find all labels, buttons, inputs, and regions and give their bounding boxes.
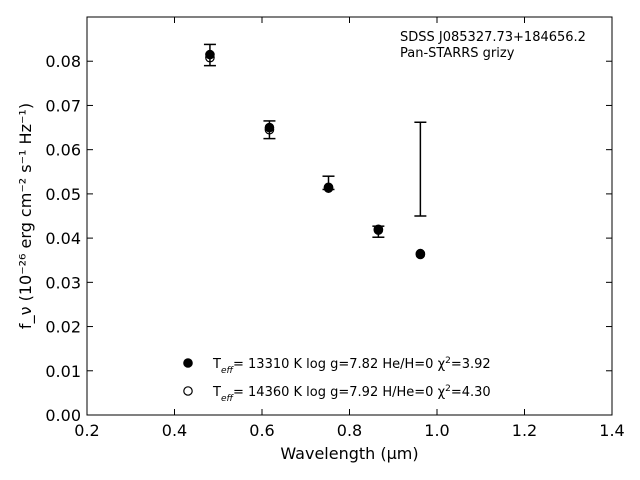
y-tick-label: 0.03 — [45, 273, 81, 292]
x-tick-label: 1.0 — [424, 421, 449, 440]
chart-annotation-object: SDSS J085327.73+184656.2 — [400, 30, 586, 45]
legend-marker-filled — [183, 358, 193, 368]
y-tick-label: 0.05 — [45, 185, 81, 204]
x-tick-label: 0.4 — [162, 421, 187, 440]
data-markers — [205, 49, 426, 260]
model-point-open — [264, 124, 275, 135]
y-axis-label: f_ν (10⁻²⁶ erg cm⁻² s⁻¹ Hz⁻¹) — [16, 103, 36, 329]
model-point-open — [415, 249, 426, 260]
error-bars — [203, 43, 427, 238]
x-tick-label: 0.6 — [249, 421, 274, 440]
y-tick-label: 0.07 — [45, 96, 81, 115]
y-tick-label: 0.01 — [45, 362, 81, 381]
x-axis-label: Wavelength (μm) — [280, 444, 418, 463]
chart-annotation-survey: Pan-STARRS grizy — [400, 46, 515, 61]
legend-marker-open — [183, 386, 193, 396]
legend-label: Teff= 13310 K log g=7.82 He/H=0 χ2=3.92 — [212, 356, 491, 376]
legend: Teff= 13310 K log g=7.82 He/H=0 χ2=3.92 T… — [183, 356, 491, 404]
plot-frame — [86, 16, 613, 416]
x-tick-label: 0.2 — [74, 421, 99, 440]
model-point-open — [373, 225, 384, 235]
x-tick-label: 0.8 — [337, 421, 362, 440]
legend-label: Teff= 14360 K log g=7.92 H/He=0 χ2=4.30 — [212, 384, 491, 404]
model-point-open — [205, 52, 215, 63]
model-point-filled — [205, 49, 215, 60]
y-tick-label: 0.00 — [45, 406, 81, 425]
axis-ticks: 0.2 0.4 0.6 0.8 1.0 1.2 1.4 0.00 0.01 0.02 0.03 0.0… — [45, 17, 625, 440]
y-tick-label: 0.08 — [45, 52, 81, 71]
model-point-open — [323, 183, 334, 193]
x-tick-label: 1.4 — [599, 421, 624, 440]
x-tick-label: 1.2 — [512, 421, 537, 440]
y-tick-label: 0.02 — [45, 318, 81, 337]
y-tick-label: 0.04 — [45, 229, 81, 248]
y-tick-label: 0.06 — [45, 141, 81, 160]
